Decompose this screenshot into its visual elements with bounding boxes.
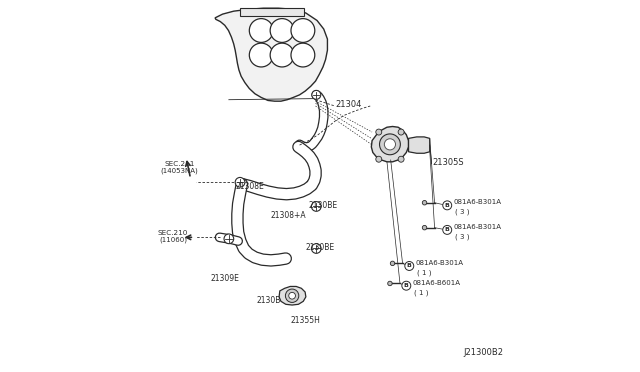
Circle shape <box>291 19 315 42</box>
Text: SEC.211: SEC.211 <box>165 161 195 167</box>
Text: J21300B2: J21300B2 <box>463 348 504 357</box>
Circle shape <box>398 129 404 135</box>
Circle shape <box>270 19 294 42</box>
Circle shape <box>312 244 321 253</box>
Circle shape <box>388 281 392 286</box>
Circle shape <box>291 43 315 67</box>
Text: 21308E: 21308E <box>235 182 264 190</box>
Text: 081A6-B301A: 081A6-B301A <box>453 199 501 205</box>
Circle shape <box>422 225 427 230</box>
Text: (11060): (11060) <box>159 237 188 243</box>
Text: 081A6-B301A: 081A6-B301A <box>415 260 463 266</box>
Circle shape <box>380 134 401 155</box>
Circle shape <box>376 129 381 135</box>
Text: B: B <box>445 203 450 208</box>
Text: ( 1 ): ( 1 ) <box>413 289 428 296</box>
Circle shape <box>312 90 321 99</box>
Circle shape <box>422 201 427 205</box>
Text: 21309E: 21309E <box>211 274 239 283</box>
Polygon shape <box>215 8 328 101</box>
Text: 21305S: 21305S <box>433 158 464 167</box>
Circle shape <box>398 156 404 162</box>
Circle shape <box>385 139 396 150</box>
Text: B: B <box>404 283 409 288</box>
Circle shape <box>285 289 299 302</box>
Text: ( 3 ): ( 3 ) <box>454 209 469 215</box>
Polygon shape <box>371 126 408 162</box>
Circle shape <box>443 225 452 234</box>
Circle shape <box>270 43 294 67</box>
Circle shape <box>443 201 452 210</box>
Polygon shape <box>408 137 429 153</box>
Text: B: B <box>445 227 450 232</box>
Text: 081A6-B601A: 081A6-B601A <box>412 280 460 286</box>
Text: 2130BE: 2130BE <box>308 201 337 210</box>
Text: ( 3 ): ( 3 ) <box>454 233 469 240</box>
Circle shape <box>224 234 234 244</box>
Circle shape <box>235 177 245 187</box>
Polygon shape <box>279 286 306 305</box>
Text: SEC.210: SEC.210 <box>157 230 188 236</box>
Text: 21304: 21304 <box>335 100 362 109</box>
Circle shape <box>405 262 413 270</box>
Text: (14053NA): (14053NA) <box>161 167 198 174</box>
Text: 2130BE: 2130BE <box>306 243 335 252</box>
Circle shape <box>289 292 296 299</box>
Bar <box>240 8 304 16</box>
Text: 21308+A: 21308+A <box>271 211 307 220</box>
Text: 081A6-B301A: 081A6-B301A <box>453 224 501 230</box>
Circle shape <box>250 19 273 42</box>
Text: B: B <box>407 263 412 269</box>
Text: ( 1 ): ( 1 ) <box>417 269 431 276</box>
Text: 21355H: 21355H <box>291 316 321 325</box>
Circle shape <box>250 43 273 67</box>
Circle shape <box>376 156 381 162</box>
Circle shape <box>402 281 411 290</box>
Circle shape <box>312 202 321 211</box>
Circle shape <box>390 261 395 266</box>
Text: 2130B: 2130B <box>257 296 281 305</box>
